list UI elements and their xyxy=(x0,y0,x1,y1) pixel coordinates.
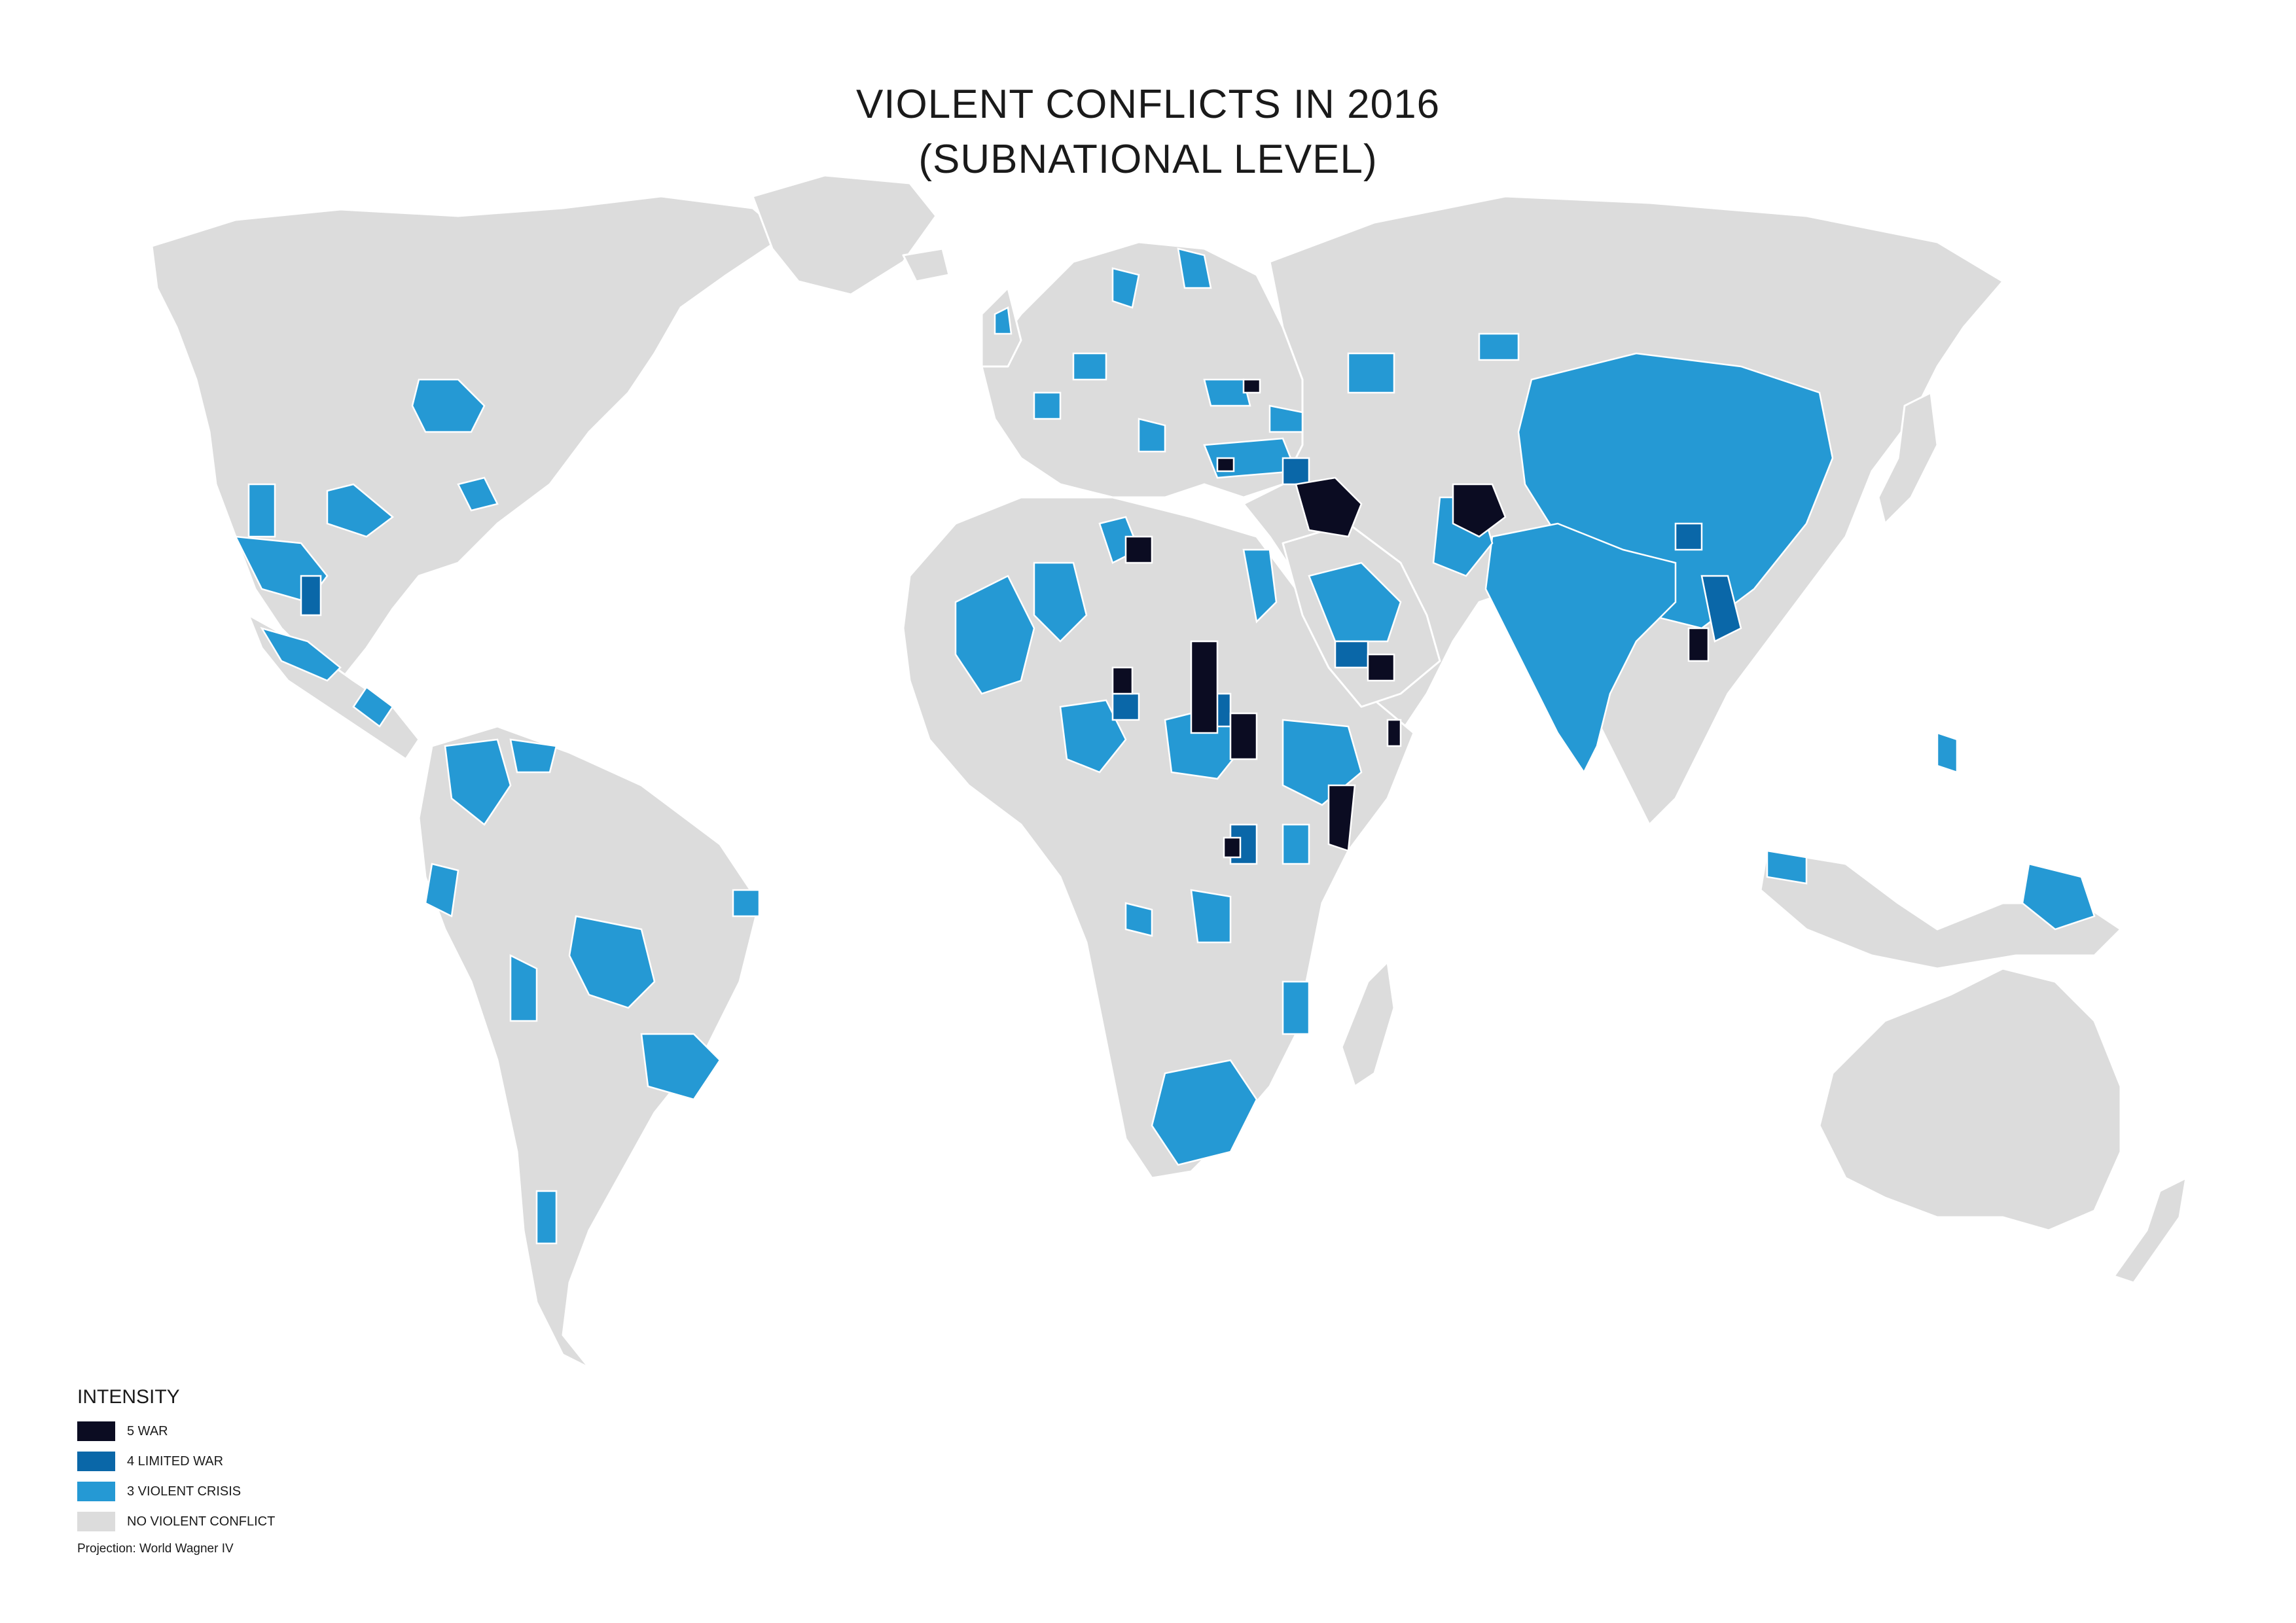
region-saudi-arabia xyxy=(1308,562,1402,643)
region-colombia xyxy=(444,738,512,826)
region-us-central xyxy=(326,483,395,538)
madagascar xyxy=(1340,961,1395,1088)
region-angola xyxy=(1124,902,1153,937)
map-title-line2: (SUBNATIONAL LEVEL) xyxy=(918,137,1378,182)
region-afghanistan xyxy=(1452,483,1507,538)
region-russia-west xyxy=(1177,247,1212,289)
south-america xyxy=(418,725,761,1369)
legend-label-war: 5 WAR xyxy=(127,1423,168,1438)
region-brazil-center xyxy=(568,915,656,1009)
region-myanmar-war xyxy=(1687,627,1710,662)
north-america xyxy=(151,195,787,682)
region-yemen xyxy=(1367,653,1395,682)
region-ukraine xyxy=(1203,378,1251,407)
region-nigeria xyxy=(1059,699,1127,774)
legend-swatch-no-conflict xyxy=(77,1512,115,1531)
region-nigeria-war xyxy=(1111,666,1134,695)
region-venezuela xyxy=(509,738,558,774)
region-bolivia xyxy=(509,954,538,1022)
region-dr-congo-south xyxy=(1190,889,1232,944)
region-sweden xyxy=(1111,267,1140,309)
region-somaliland xyxy=(1386,719,1402,747)
region-west-africa xyxy=(954,575,1035,695)
region-kenya xyxy=(1282,823,1310,865)
region-mali xyxy=(1033,562,1088,643)
region-central-america xyxy=(352,686,394,728)
region-dr-congo-war xyxy=(1223,836,1242,859)
region-nigeria-north xyxy=(1111,692,1140,721)
legend-swatch-war xyxy=(77,1421,115,1441)
legend-label-limited-war: 4 LIMITED WAR xyxy=(127,1454,224,1469)
legend-label-violent-crisis: 3 VIOLENT CRISIS xyxy=(127,1484,242,1499)
region-balkans xyxy=(1138,418,1166,453)
legend-item-war: 5 WAR xyxy=(77,1416,275,1446)
legend-title: INTENSITY xyxy=(77,1386,180,1408)
map-title: VIOLENT CONFLICTS IN 2016 (SUBNATIONAL L… xyxy=(0,77,2296,187)
legend-swatch-violent-crisis xyxy=(77,1482,115,1501)
legend-item-limited-war: 4 LIMITED WAR xyxy=(77,1446,275,1476)
limited-war-regions xyxy=(300,457,1742,865)
region-mozambique xyxy=(1282,980,1310,1035)
region-caucasus xyxy=(1268,404,1304,433)
region-south-sudan xyxy=(1229,712,1258,760)
region-france xyxy=(1033,391,1062,420)
region-somalia xyxy=(1327,784,1356,852)
region-yemen-west xyxy=(1334,640,1369,669)
region-indonesia xyxy=(1766,849,1808,885)
map-title-line1: VIOLENT CONFLICTS IN 2016 xyxy=(855,82,1441,127)
new-zealand xyxy=(2113,1177,2187,1284)
region-russia-central xyxy=(1347,352,1395,394)
region-philippines xyxy=(1936,732,1958,774)
violent-crisis-regions xyxy=(234,247,2096,1245)
region-germany xyxy=(1072,352,1107,381)
region-ukraine-east xyxy=(1242,378,1261,394)
region-egypt xyxy=(1242,548,1278,624)
region-mexico-south xyxy=(260,626,342,682)
region-mongolia-north xyxy=(1478,332,1520,361)
region-india xyxy=(1484,522,1677,774)
region-mexico-gulf xyxy=(300,575,322,616)
legend-item-no-conflict: NO VIOLENT CONFLICT xyxy=(77,1507,275,1537)
japan xyxy=(1877,391,1939,525)
region-uk xyxy=(994,306,1013,335)
region-myanmar xyxy=(1700,575,1742,643)
projection-note: Projection: World Wagner IV xyxy=(77,1542,234,1556)
iceland xyxy=(902,247,950,283)
region-india-northeast xyxy=(1674,522,1703,551)
region-syria-iraq xyxy=(1295,476,1363,538)
legend: INTENSITY 5 WAR 4 LIMITED WAR 3 VIOLENT … xyxy=(77,1386,275,1556)
southeast-asia-islands xyxy=(1759,849,2122,970)
greenland xyxy=(751,174,937,296)
legend-label-no-conflict: NO VIOLENT CONFLICT xyxy=(127,1514,276,1529)
region-sudan-darfur xyxy=(1190,640,1219,734)
region-libya-war xyxy=(1124,535,1153,564)
legend-swatch-limited-war xyxy=(77,1452,115,1471)
region-south-africa xyxy=(1151,1059,1258,1166)
region-peru xyxy=(424,863,459,918)
region-turkey-southeast xyxy=(1282,457,1310,486)
region-us-east xyxy=(457,476,499,512)
region-brazil-south xyxy=(640,1033,721,1101)
region-papua xyxy=(2021,863,2096,931)
legend-item-violent-crisis: 3 VIOLENT CRISIS xyxy=(77,1476,275,1507)
region-brazil-east xyxy=(732,889,761,918)
region-us-west xyxy=(247,483,276,538)
region-argentina xyxy=(535,1190,558,1245)
region-canada-prairie xyxy=(411,378,486,433)
war-regions xyxy=(1111,378,1710,859)
australia xyxy=(1818,967,2122,1232)
region-turkey-war xyxy=(1216,457,1235,473)
